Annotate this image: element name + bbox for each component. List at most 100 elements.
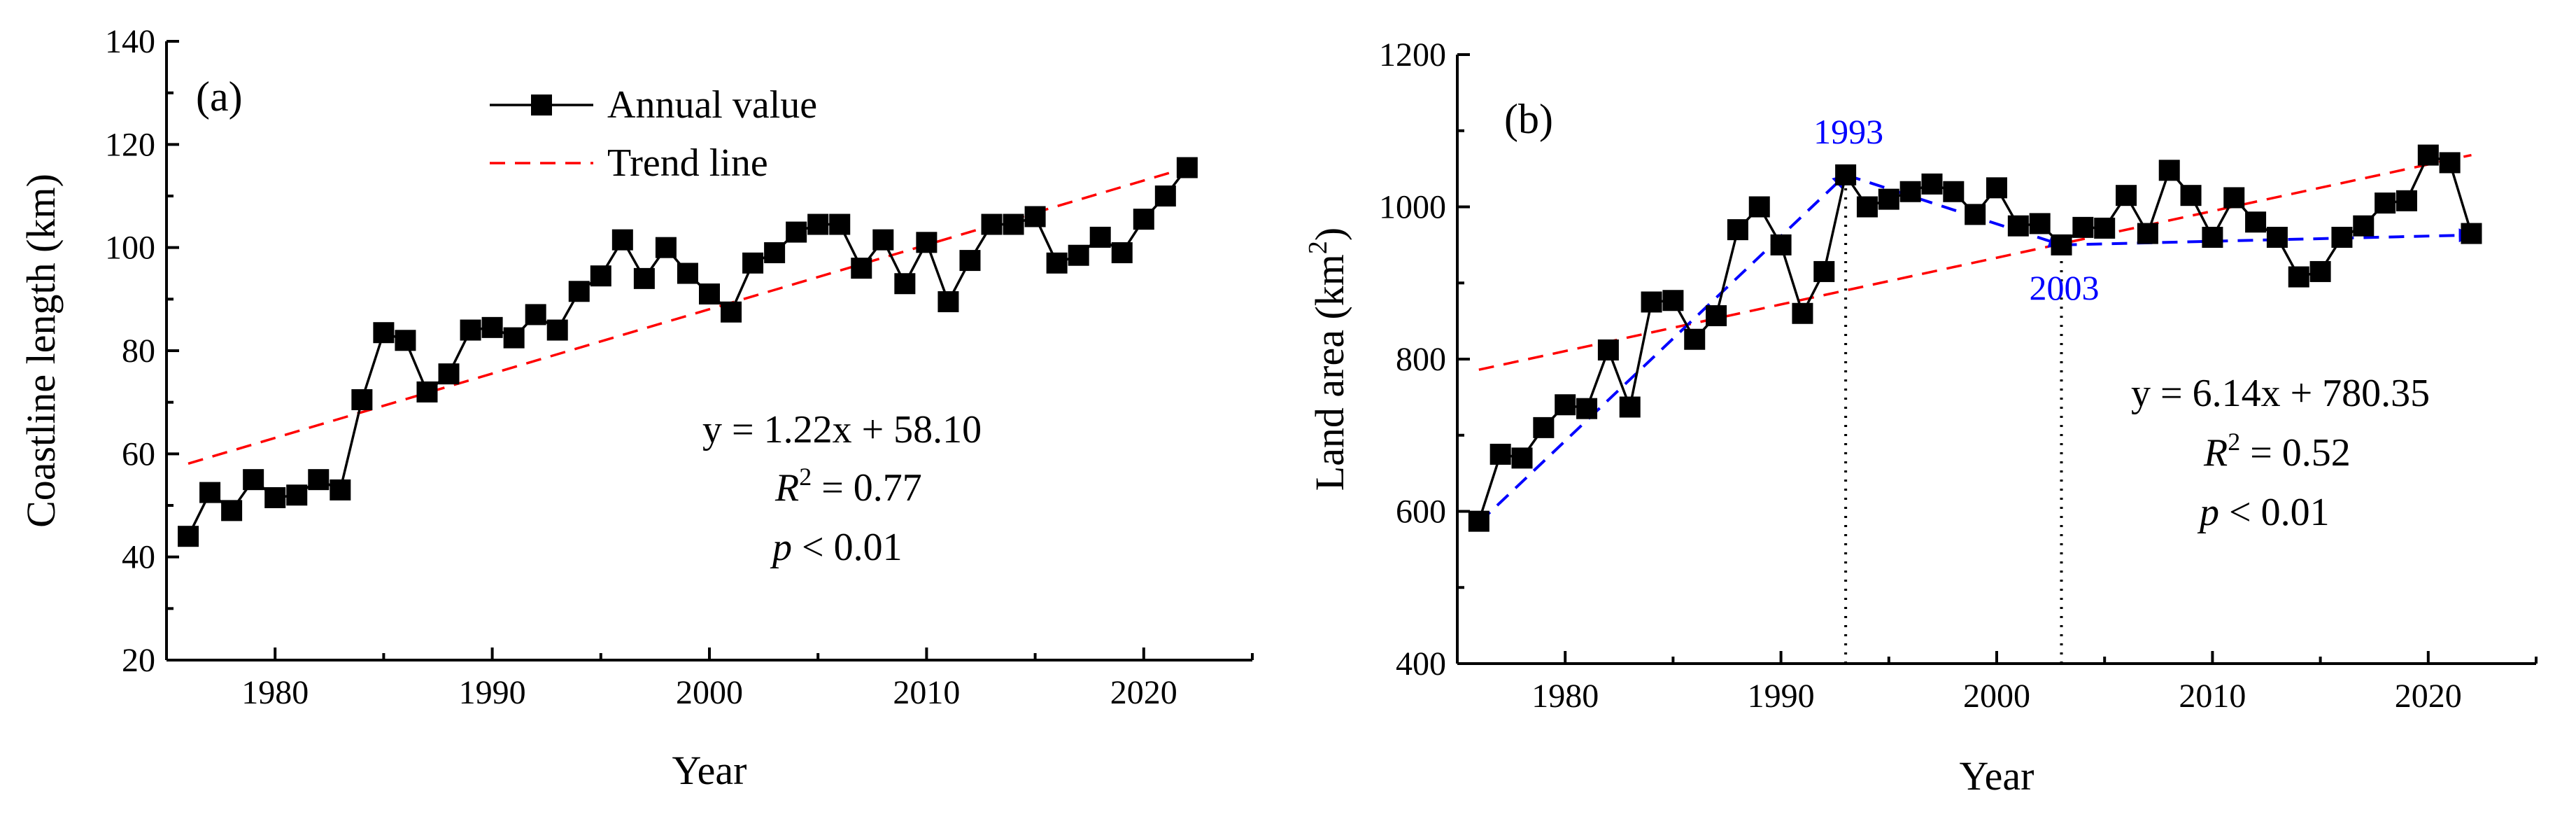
data-point-2006 xyxy=(2116,185,2137,206)
data-point-2003 xyxy=(2051,234,2072,255)
panel-b-p-value: p < 0.01 xyxy=(2197,491,2330,534)
y-tick-label-1000: 1000 xyxy=(1379,189,1446,226)
data-point-1987 xyxy=(1706,305,1727,327)
data-point-2016 xyxy=(2331,227,2353,248)
data-point-2020 xyxy=(2417,144,2439,166)
data-point-1977 xyxy=(1489,443,1511,465)
data-point-1995 xyxy=(590,265,611,287)
data-point-1989 xyxy=(460,319,481,341)
data-point-1980 xyxy=(1555,394,1576,416)
data-point-1984 xyxy=(1641,291,1662,313)
data-point-2003 xyxy=(764,242,786,264)
chart-panel-a: 1980 1990 2000 2010 2020 20 40 60 80 100 120 140 (… xyxy=(18,23,1254,793)
y-tick-label-60: 60 xyxy=(122,435,155,472)
data-point-2010 xyxy=(916,232,937,253)
data-point-2001 xyxy=(721,301,742,323)
data-point-2010 xyxy=(2202,227,2223,248)
data-point-1981 xyxy=(286,484,308,506)
data-point-1979 xyxy=(1533,416,1555,438)
y-tick-label-400: 400 xyxy=(1396,645,1446,682)
data-point-2001 xyxy=(2007,215,2029,237)
data-point-1977 xyxy=(199,482,221,503)
panel-b-stats: y = 6.14x + 780.35 R2 = 0.52 p < 0.01 xyxy=(2131,372,2430,534)
data-point-2000 xyxy=(699,283,720,304)
data-point-1998 xyxy=(655,237,677,258)
data-point-2005 xyxy=(2094,217,2116,239)
data-point-2011 xyxy=(937,291,959,313)
panel-b-x-axis-title: Year xyxy=(1960,753,2034,799)
panel-b-r-sup: 2 xyxy=(2228,428,2240,456)
data-point-1998 xyxy=(1943,181,1965,202)
data-point-1984 xyxy=(351,388,373,410)
data-point-1983 xyxy=(1619,396,1641,418)
data-point-1982 xyxy=(308,469,330,491)
data-point-2019 xyxy=(2395,190,2417,211)
data-point-1999 xyxy=(1965,204,1986,225)
panel-b-p-text: < 0.01 xyxy=(2219,491,2330,534)
data-point-2021 xyxy=(1154,186,1176,206)
data-point-1978 xyxy=(221,500,243,522)
panel-a-r-symbol: R xyxy=(774,466,799,510)
panel-b-plot-area xyxy=(1456,55,2536,665)
data-point-2017 xyxy=(1068,244,1089,266)
data-point-1985 xyxy=(1662,290,1684,312)
data-point-1986 xyxy=(1684,328,1706,350)
data-point-2004 xyxy=(786,221,807,243)
data-point-1989 xyxy=(1748,196,1770,218)
panel-b-label: (b) xyxy=(1504,96,1553,142)
data-point-1996 xyxy=(611,229,633,251)
data-point-1982 xyxy=(1597,339,1619,360)
data-point-1990 xyxy=(481,316,503,338)
data-point-1987 xyxy=(416,381,438,402)
year-label-1993: 1993 xyxy=(1813,112,1883,151)
data-point-1988 xyxy=(438,363,460,385)
panel-a-p-value: p < 0.01 xyxy=(770,526,903,569)
year-label-2003: 2003 xyxy=(2030,268,2100,307)
x-tick-label-1990: 1990 xyxy=(1748,678,1815,715)
panel-a-r-sup: 2 xyxy=(799,463,812,491)
data-point-1992 xyxy=(525,304,546,326)
y-tick-label-80: 80 xyxy=(122,332,155,370)
panel-a-x-axis-title: Year xyxy=(672,748,747,793)
panel-a-p-text: < 0.01 xyxy=(792,526,903,569)
data-point-2008 xyxy=(2158,160,2180,181)
y-tick-label-100: 100 xyxy=(105,230,155,267)
panel-b-r-squared: R2 = 0.52 xyxy=(2203,428,2351,475)
data-point-1981 xyxy=(1576,398,1598,419)
panel-b-x-ticks: 1980 1990 2000 2010 2020 xyxy=(1456,651,2538,715)
legend-trend-label: Trend line xyxy=(607,141,768,185)
panel-b-year-labels: 1993 2003 xyxy=(1813,112,2099,307)
panel-a-p-symbol: p xyxy=(770,526,792,569)
x-tick-label-1980: 1980 xyxy=(1531,678,1599,715)
data-point-2004 xyxy=(2072,216,2094,238)
data-point-2021 xyxy=(2439,152,2461,174)
data-point-2012 xyxy=(959,250,981,272)
data-point-2000 xyxy=(1986,177,2007,199)
data-point-2012 xyxy=(2245,211,2267,233)
data-point-1994 xyxy=(568,281,590,302)
x-tick-label-2000: 2000 xyxy=(676,674,743,711)
trend-arrow-3 xyxy=(2061,228,2473,246)
data-point-1979 xyxy=(243,469,264,491)
data-point-2014 xyxy=(2288,266,2309,288)
data-point-1990 xyxy=(1770,234,1792,255)
legend-annual-label: Annual value xyxy=(607,83,817,127)
data-point-1992 xyxy=(1813,260,1835,282)
trend-arrow-1 xyxy=(1478,174,1847,524)
panel-a-legend: Annual value Trend line xyxy=(490,83,817,185)
data-point-2009 xyxy=(894,273,916,295)
panel-b-trend-line xyxy=(1478,153,2472,371)
data-point-2015 xyxy=(1024,206,1046,227)
data-point-2002 xyxy=(742,252,764,274)
panel-a-x-ticks: 1980 1990 2000 2010 2020 xyxy=(165,648,1254,711)
data-point-2008 xyxy=(872,229,894,251)
data-point-1991 xyxy=(503,327,525,349)
panel-b-p-symbol: p xyxy=(2197,491,2219,534)
panel-b-y-ticks: 400 600 800 1000 1200 xyxy=(1379,36,1470,682)
panel-b-markers xyxy=(1468,144,2482,532)
data-point-1995 xyxy=(1878,188,1899,210)
data-point-2019 xyxy=(1111,242,1133,264)
data-point-2020 xyxy=(1133,209,1154,230)
data-point-2009 xyxy=(2180,185,2202,206)
